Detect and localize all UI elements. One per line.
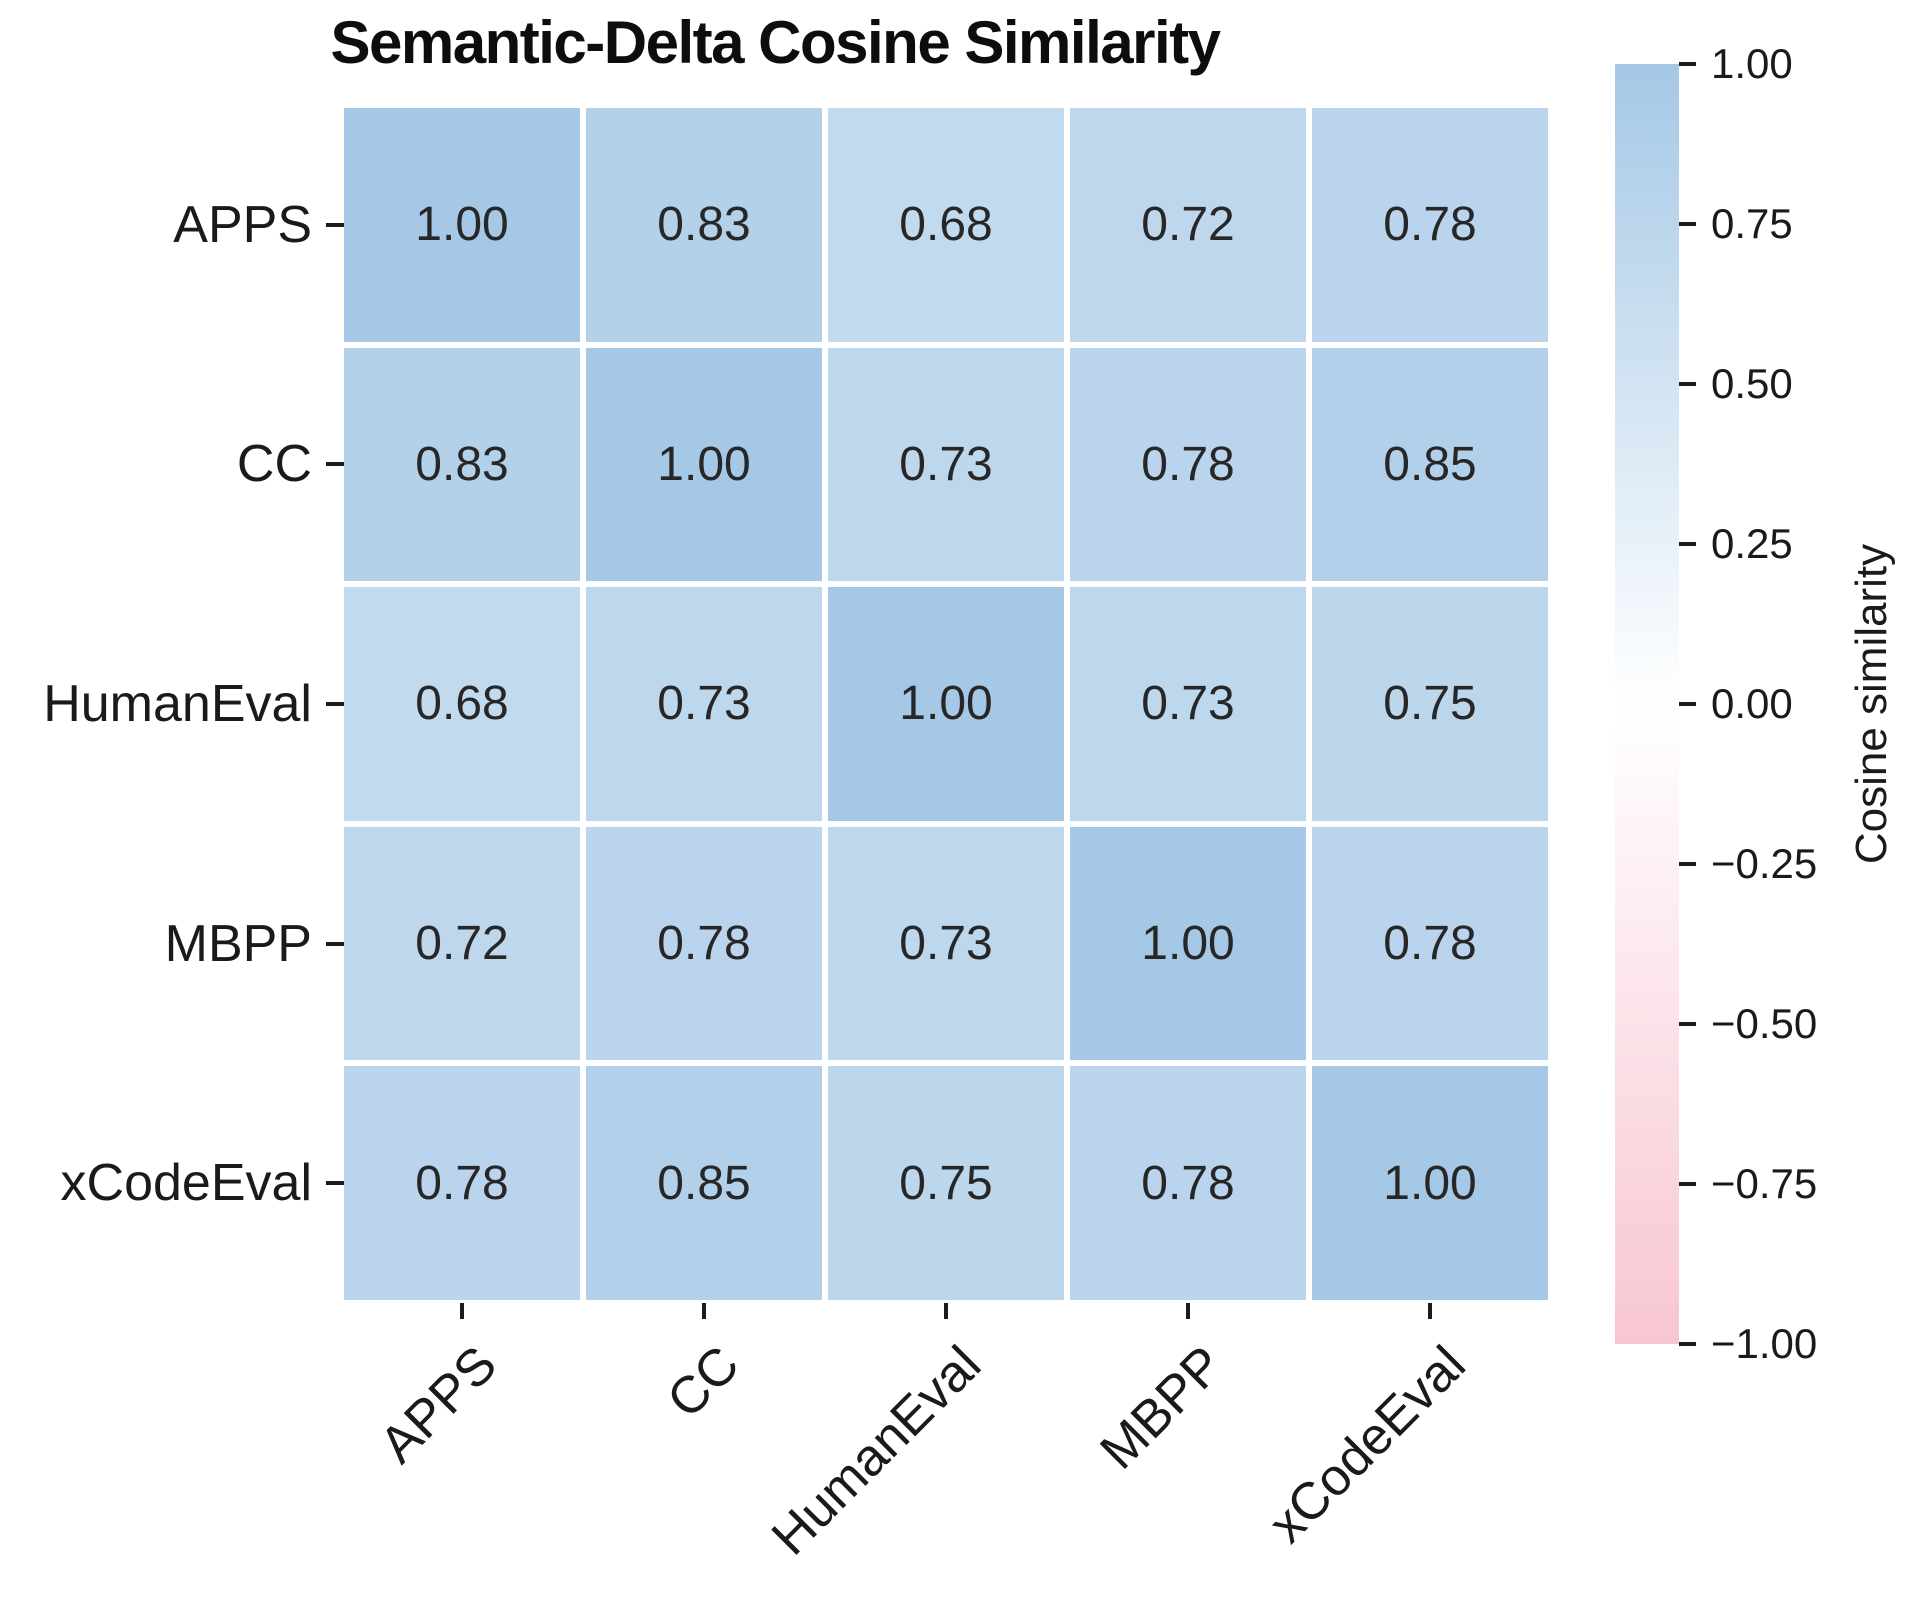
colorbar-tick-label: −1.00 xyxy=(1711,1320,1818,1367)
colorbar-tick xyxy=(1679,62,1696,66)
colorbar-tick-label: 0.75 xyxy=(1711,200,1793,247)
heatmap-cell: 0.73 xyxy=(828,347,1064,582)
heatmap-cell: 1.00 xyxy=(828,587,1064,821)
heatmap-cell: 0.72 xyxy=(1070,108,1306,342)
heatmap-cell: 0.78 xyxy=(1070,1066,1306,1300)
x-tick xyxy=(1428,1303,1432,1319)
heatmap-cell: 0.68 xyxy=(344,587,580,821)
x-tick xyxy=(944,1303,948,1319)
row-label-xCodeEval: xCodeEval xyxy=(60,1154,312,1213)
heatmap-cell: 0.78 xyxy=(586,826,822,1061)
row-label-MBPP: MBPP xyxy=(164,914,312,973)
colorbar-tick xyxy=(1679,702,1696,706)
heatmap-cell: 0.75 xyxy=(828,1066,1064,1300)
heatmap-cell: 0.83 xyxy=(586,108,822,342)
y-tick xyxy=(326,222,344,227)
colorbar-tick-label: 0.50 xyxy=(1711,360,1793,407)
heatmap-cell: 1.00 xyxy=(1312,1066,1548,1300)
heatmap-cell: 0.75 xyxy=(1312,587,1548,821)
heatmap-cell: 0.73 xyxy=(1070,587,1306,821)
row-label-HumanEval: HumanEval xyxy=(43,675,312,733)
heatmap-cell: 0.85 xyxy=(586,1066,822,1300)
colorbar-tick-label: −0.50 xyxy=(1711,1000,1818,1047)
row-label-CC: CC xyxy=(236,435,312,494)
y-tick xyxy=(326,941,344,946)
colorbar xyxy=(1615,64,1679,1344)
col-label-MBPP: MBPP xyxy=(1089,1335,1235,1481)
x-tick xyxy=(1186,1303,1190,1319)
heatmap-cell: 0.78 xyxy=(1070,347,1306,582)
heatmap-cell: 0.68 xyxy=(828,108,1064,342)
col-label-HumanEval: HumanEval xyxy=(761,1335,993,1567)
y-tick xyxy=(326,1181,344,1186)
colorbar-tick xyxy=(1679,1342,1696,1346)
colorbar-tick-label: 0.00 xyxy=(1711,680,1793,727)
heatmap-cell: 0.78 xyxy=(344,1066,580,1300)
colorbar-tick-label: 1.00 xyxy=(1711,40,1793,87)
y-tick xyxy=(326,702,344,706)
colorbar-tick-label: −0.25 xyxy=(1711,840,1818,887)
y-tick xyxy=(326,462,344,467)
heatmap-cell: 0.73 xyxy=(828,826,1064,1061)
heatmap-cell: 0.73 xyxy=(586,587,822,821)
heatmap-cell: 1.00 xyxy=(1070,826,1306,1061)
col-label-CC: CC xyxy=(656,1335,751,1430)
colorbar-tick xyxy=(1679,382,1696,386)
x-tick xyxy=(702,1303,706,1319)
colorbar-tick xyxy=(1679,862,1696,866)
heatmap-cell: 0.78 xyxy=(1312,108,1548,342)
colorbar-label: Cosine similarity xyxy=(1847,543,1896,865)
colorbar-tick xyxy=(1679,1022,1696,1026)
colorbar-tick xyxy=(1679,542,1696,546)
heatmap-cell: 1.00 xyxy=(344,108,580,342)
col-label-APPS: APPS xyxy=(369,1335,509,1475)
colorbar-tick-label: 0.25 xyxy=(1711,520,1793,567)
heatmap-cell: 0.78 xyxy=(1312,826,1548,1061)
colorbar-tick xyxy=(1679,1182,1696,1186)
heatmap-cell: 0.83 xyxy=(344,347,580,582)
row-label-APPS: APPS xyxy=(173,195,312,254)
x-tick xyxy=(460,1303,464,1319)
colorbar-tick xyxy=(1679,222,1696,226)
colorbar-tick-label: −0.75 xyxy=(1711,1160,1818,1207)
chart-title: Semantic-Delta Cosine Similarity xyxy=(330,9,1221,76)
heatmap-cell: 0.85 xyxy=(1312,347,1548,582)
col-label-xCodeEval: xCodeEval xyxy=(1257,1335,1477,1555)
heatmap-cell: 1.00 xyxy=(586,347,822,582)
heatmap-grid: 1.00 0.83 0.68 0.72 0.78 0.83 1.00 0.73 0.78 0.85… xyxy=(344,108,1548,1300)
heatmap-cell: 0.72 xyxy=(344,826,580,1061)
